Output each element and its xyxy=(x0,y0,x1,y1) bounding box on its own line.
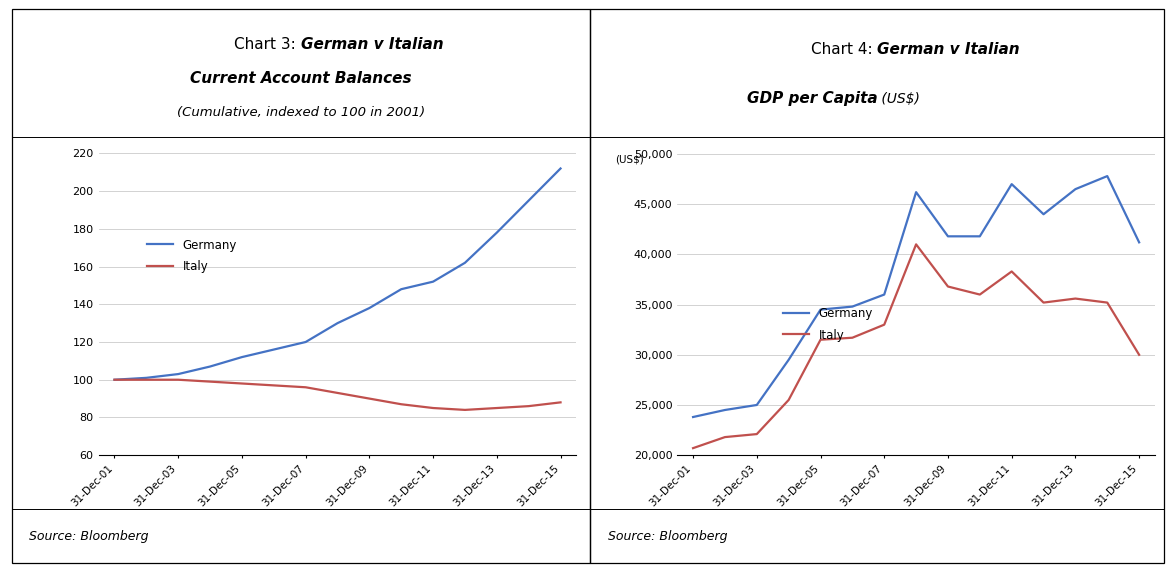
Germany xyxy=(814,306,828,313)
Line: Germany: Germany xyxy=(114,169,561,380)
Italy xyxy=(172,376,186,383)
Germany xyxy=(362,305,376,312)
Germany xyxy=(1004,181,1018,188)
Italy xyxy=(554,399,568,406)
Italy xyxy=(782,396,796,403)
Italy xyxy=(1068,295,1082,302)
Italy xyxy=(877,321,891,328)
Italy xyxy=(717,434,731,440)
Germany xyxy=(203,363,218,370)
Italy xyxy=(846,334,860,341)
Italy xyxy=(139,376,153,383)
Italy xyxy=(814,336,828,343)
Italy xyxy=(750,431,764,438)
Germany xyxy=(1036,211,1050,218)
Text: German v Italian: German v Italian xyxy=(301,37,443,52)
Germany xyxy=(1068,186,1082,193)
Germany xyxy=(877,291,891,298)
Germany xyxy=(489,229,503,236)
Text: Source: Bloomberg: Source: Bloomberg xyxy=(608,530,728,543)
Italy xyxy=(1132,351,1147,358)
Germany xyxy=(782,356,796,363)
Text: (Cumulative, indexed to 100 in 2001): (Cumulative, indexed to 100 in 2001) xyxy=(178,106,425,120)
Italy xyxy=(1004,268,1018,275)
Italy xyxy=(203,378,218,385)
Germany xyxy=(717,407,731,414)
Legend: Germany, Italy: Germany, Italy xyxy=(142,234,242,277)
Italy xyxy=(299,384,313,391)
Text: Current Account Balances: Current Account Balances xyxy=(191,70,412,86)
Text: Chart 4:: Chart 4: xyxy=(810,42,877,57)
Italy xyxy=(330,390,345,396)
Germany xyxy=(235,353,249,360)
Italy xyxy=(457,407,472,414)
Germany xyxy=(941,233,955,240)
Text: GDP per Capita: GDP per Capita xyxy=(747,91,877,106)
Italy xyxy=(1101,299,1115,306)
Germany xyxy=(554,165,568,172)
Italy xyxy=(686,444,700,451)
Germany xyxy=(107,376,121,383)
Italy xyxy=(973,291,987,298)
Germany xyxy=(750,402,764,408)
Italy xyxy=(909,241,923,248)
Germany xyxy=(457,259,472,266)
Line: Italy: Italy xyxy=(693,244,1140,448)
Text: (US$): (US$) xyxy=(615,154,643,164)
Text: (US$): (US$) xyxy=(877,92,920,106)
Legend: Germany, Italy: Germany, Italy xyxy=(779,303,877,346)
Italy xyxy=(107,376,121,383)
Italy xyxy=(1036,299,1050,306)
Text: Chart 3:: Chart 3: xyxy=(234,37,301,52)
Italy xyxy=(426,404,440,411)
Germany xyxy=(973,233,987,240)
Line: Italy: Italy xyxy=(114,380,561,410)
Germany xyxy=(172,371,186,378)
Germany xyxy=(299,339,313,345)
Germany xyxy=(846,303,860,310)
Line: Germany: Germany xyxy=(693,176,1140,417)
Italy xyxy=(489,404,503,411)
Italy xyxy=(522,403,536,410)
Italy xyxy=(394,401,408,408)
Germany xyxy=(1132,239,1147,246)
Text: German v Italian: German v Italian xyxy=(877,42,1020,57)
Italy xyxy=(941,283,955,290)
Germany xyxy=(686,414,700,420)
Germany xyxy=(330,320,345,327)
Germany xyxy=(909,189,923,196)
Germany xyxy=(522,197,536,204)
Germany xyxy=(267,346,281,353)
Text: Source: Bloomberg: Source: Bloomberg xyxy=(29,530,149,543)
Germany xyxy=(394,286,408,293)
Italy xyxy=(235,380,249,387)
Germany xyxy=(139,375,153,382)
Germany xyxy=(1101,173,1115,180)
Italy xyxy=(362,395,376,402)
Germany xyxy=(426,278,440,285)
Italy xyxy=(267,382,281,389)
